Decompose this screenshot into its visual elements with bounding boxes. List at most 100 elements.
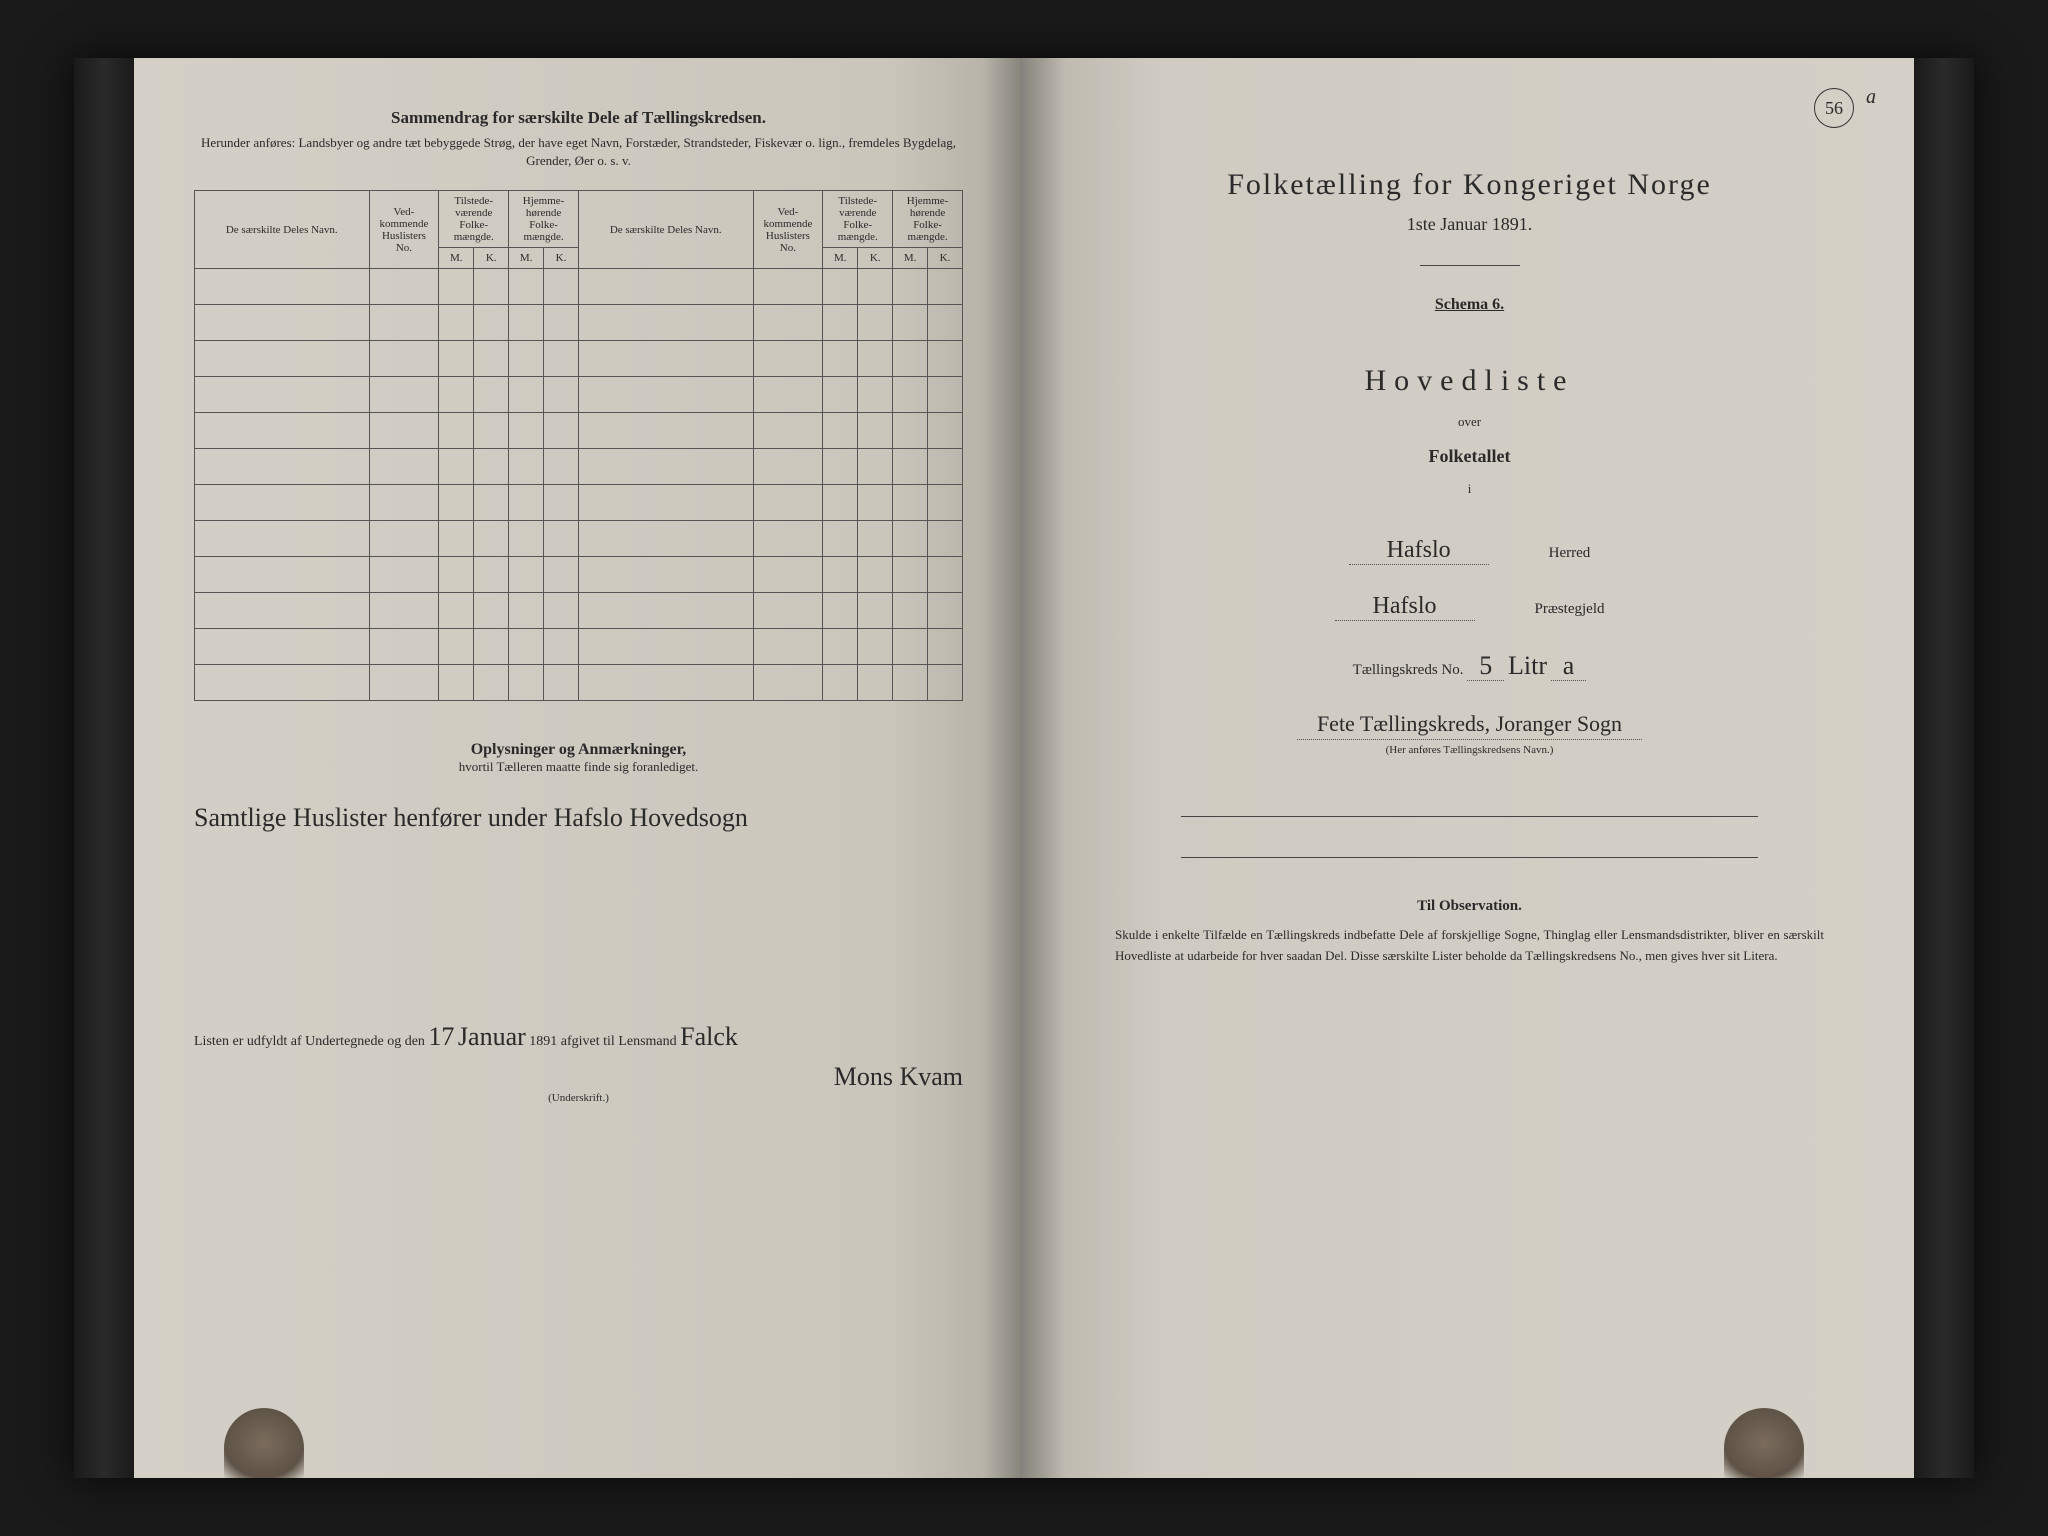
table-cell xyxy=(753,305,823,341)
table-cell xyxy=(195,377,370,413)
table-cell xyxy=(474,557,509,593)
th-k: K. xyxy=(474,248,509,269)
table-cell xyxy=(369,665,439,701)
table-cell xyxy=(753,629,823,665)
th-k: K. xyxy=(928,248,963,269)
sig-name2: Mons Kvam xyxy=(834,1062,963,1091)
th-huslister-1: Ved-kommende Huslisters No. xyxy=(369,191,439,269)
table-cell xyxy=(823,593,858,629)
th-m: M. xyxy=(439,248,474,269)
table-row xyxy=(195,557,963,593)
table-cell xyxy=(544,593,579,629)
kreds-name: Fete Tællingskreds, Joranger Sogn xyxy=(1297,711,1642,740)
table-cell xyxy=(474,413,509,449)
table-cell xyxy=(823,377,858,413)
table-cell xyxy=(509,521,544,557)
table-cell xyxy=(893,593,928,629)
table-cell xyxy=(823,485,858,521)
table-cell xyxy=(893,629,928,665)
table-cell xyxy=(195,269,370,305)
table-row xyxy=(195,629,963,665)
page-number-suffix: a xyxy=(1866,86,1876,109)
table-cell xyxy=(439,377,474,413)
table-cell xyxy=(858,449,893,485)
th-name-1: De særskilte Deles Navn. xyxy=(195,191,370,269)
sig-year: 1891 afgivet til Lensmand xyxy=(529,1034,676,1049)
table-cell xyxy=(928,341,963,377)
table-cell xyxy=(439,413,474,449)
table-cell xyxy=(544,557,579,593)
prestegjeld-label: Præstegjeld xyxy=(1535,601,1605,618)
table-cell xyxy=(823,557,858,593)
table-cell xyxy=(578,557,753,593)
over: over xyxy=(1085,414,1854,430)
page-number: 56 xyxy=(1814,88,1854,128)
table-cell xyxy=(578,449,753,485)
table-cell xyxy=(509,413,544,449)
table-cell xyxy=(928,521,963,557)
table-cell xyxy=(893,341,928,377)
table-cell xyxy=(578,269,753,305)
thumb-left xyxy=(224,1408,304,1478)
prestegjeld-value: Hafslo xyxy=(1335,593,1475,621)
table-cell xyxy=(509,665,544,701)
th-hjemme-2: Hjemme-hørende Folke-mængde. xyxy=(893,191,963,248)
table-cell xyxy=(509,341,544,377)
table-cell xyxy=(439,485,474,521)
table-cell xyxy=(753,413,823,449)
kreds-name-sub: (Her anføres Tællingskredsens Navn.) xyxy=(1085,744,1854,756)
kreds-litra: a xyxy=(1551,651,1587,681)
table-cell xyxy=(578,521,753,557)
table-cell xyxy=(578,305,753,341)
table-cell xyxy=(858,269,893,305)
th-m: M. xyxy=(893,248,928,269)
th-huslister-2: Ved-kommende Huslisters No. xyxy=(753,191,823,269)
table-row xyxy=(195,305,963,341)
census-date: 1ste Januar 1891. xyxy=(1085,214,1854,235)
table-cell xyxy=(823,341,858,377)
table-cell xyxy=(195,341,370,377)
handwritten-note: Samtlige Huslister henfører under Hafslo… xyxy=(194,795,963,842)
table-cell xyxy=(544,449,579,485)
table-cell xyxy=(928,557,963,593)
notes-sub: hvortil Tælleren maatte finde sig foranl… xyxy=(194,759,963,775)
signature-line: Listen er udfyldt af Undertegnede og den… xyxy=(194,1022,963,1104)
i-label: i xyxy=(1085,481,1854,497)
table-cell xyxy=(474,485,509,521)
table-cell xyxy=(893,557,928,593)
table-row xyxy=(195,413,963,449)
table-cell xyxy=(544,377,579,413)
table-cell xyxy=(578,341,753,377)
kreds-label: Tællingskreds No. xyxy=(1353,662,1464,678)
table-cell xyxy=(474,629,509,665)
table-cell xyxy=(369,593,439,629)
table-cell xyxy=(544,665,579,701)
table-cell xyxy=(858,305,893,341)
census-table: De særskilte Deles Navn. Ved-kommende Hu… xyxy=(194,190,963,701)
table-cell xyxy=(544,485,579,521)
table-cell xyxy=(578,629,753,665)
table-cell xyxy=(509,305,544,341)
table-cell xyxy=(858,413,893,449)
table-cell xyxy=(858,593,893,629)
table-row xyxy=(195,521,963,557)
binding-right xyxy=(1914,58,1974,1478)
table-cell xyxy=(544,305,579,341)
table-cell xyxy=(369,557,439,593)
table-cell xyxy=(439,557,474,593)
table-cell xyxy=(474,449,509,485)
table-row xyxy=(195,377,963,413)
table-cell xyxy=(753,485,823,521)
table-cell xyxy=(928,377,963,413)
table-cell xyxy=(509,269,544,305)
table-cell xyxy=(195,557,370,593)
table-cell xyxy=(753,341,823,377)
table-cell xyxy=(823,629,858,665)
table-row xyxy=(195,665,963,701)
table-cell xyxy=(439,341,474,377)
table-cell xyxy=(369,305,439,341)
table-cell xyxy=(753,269,823,305)
th-tilstede-1: Tilstede-værende Folke-mængde. xyxy=(439,191,509,248)
prestegjeld-row: Hafslo Præstegjeld xyxy=(1085,593,1854,621)
open-book: Sammendrag for særskilte Dele af Tælling… xyxy=(74,58,1974,1478)
